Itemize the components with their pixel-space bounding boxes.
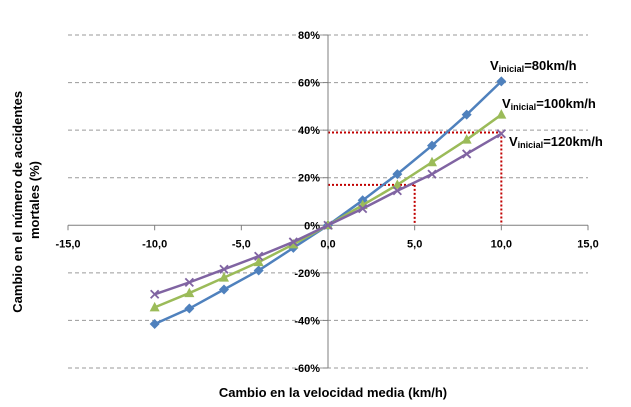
series-label-value: =100km/h (536, 96, 596, 111)
series-label-value: =120km/h (543, 134, 603, 149)
series-label-1: Vinicial=80km/h (490, 58, 577, 74)
data-point-x (462, 149, 472, 159)
data-point-triangle (496, 109, 507, 119)
series-label-2: Vinicial=100km/h (502, 96, 596, 112)
data-point-diamond (461, 109, 472, 120)
data-point-triangle (392, 179, 403, 189)
data-point-triangle (219, 272, 229, 282)
y-tick-label: 0% (304, 220, 320, 232)
x-tick-label: 5,0 (407, 238, 422, 250)
data-point-x (392, 186, 402, 196)
data-point-diamond (427, 140, 437, 151)
x-tick-label: -10,0 (142, 238, 167, 250)
y-tick-label: 80% (298, 30, 320, 42)
data-point-x-stroke (150, 289, 160, 299)
chart-axes (67, 34, 589, 369)
data-point-diamond (219, 284, 229, 295)
data-point-x (358, 203, 368, 214)
data-point-x-stroke (323, 220, 333, 230)
series-3 (150, 129, 506, 299)
x-tick-label: -15,0 (55, 238, 80, 250)
data-point-x (254, 251, 264, 261)
x-tick-label: 10,0 (491, 238, 512, 250)
data-point-diamond (253, 265, 264, 276)
y-axis-title-line-1: Cambio en el número de accidentes (10, 91, 25, 313)
data-point-x-stroke (462, 149, 472, 159)
x-axis-title: Cambio en la velocidad media (km/h) (219, 385, 447, 400)
data-point-x (288, 237, 298, 247)
data-point-triangle (184, 287, 195, 298)
data-point-x-stroke (358, 203, 368, 214)
y-tick-label: 40% (298, 125, 320, 137)
series-label-main: V (509, 134, 518, 149)
y-tick-label: -20% (294, 268, 320, 280)
data-point-triangle (288, 238, 299, 249)
data-point-diamond (184, 303, 195, 314)
x-tick-label: -5,0 (232, 238, 251, 250)
data-point-triangle (149, 301, 160, 312)
data-point-triangle (461, 134, 472, 144)
data-point-triangle (427, 156, 437, 167)
y-tick-label: 20% (298, 173, 320, 185)
data-point-x (150, 289, 160, 299)
data-point-x-stroke (288, 237, 298, 247)
data-point-x-stroke (184, 277, 194, 288)
series-label-value: =80km/h (524, 58, 576, 73)
y-tick-label: -60% (294, 363, 320, 375)
chart-series (149, 76, 507, 329)
data-point-x (427, 169, 437, 179)
x-tick-label: 0,0 (320, 238, 335, 250)
series-label-subscript: inicial (518, 140, 544, 150)
data-point-diamond (149, 318, 160, 329)
data-point-x (323, 220, 333, 230)
data-point-x-stroke (496, 129, 506, 139)
data-point-diamond (392, 169, 403, 180)
series-label-main: V (502, 96, 511, 111)
data-point-x-stroke (427, 169, 437, 179)
series-label-subscript: inicial (499, 64, 525, 74)
data-point-x (496, 129, 506, 139)
y-tick-label: -40% (294, 315, 320, 327)
y-tick-label: 60% (298, 78, 320, 90)
x-tick-label: 15,0 (577, 238, 598, 250)
x-axis-tick-labels: -15,0 -10,0 -5,0 0,0 5,0 10,0 15,0 (55, 238, 598, 250)
data-point-triangle (253, 256, 264, 267)
data-point-x-stroke (392, 186, 402, 196)
series-label-main: V (490, 58, 499, 73)
data-point-diamond (496, 76, 507, 87)
data-point-x (219, 264, 229, 274)
y-axis-tick-labels: -60% -40% -20% 0% 20% 40% 60% 80% (294, 30, 320, 375)
data-point-x-stroke (219, 264, 229, 274)
y-axis-title-line-2: mortales (%) (27, 161, 42, 239)
y-axis-title: Cambio en el número de accidentes mortal… (10, 87, 42, 312)
data-point-x-stroke (254, 251, 264, 261)
series-label-3: Vinicial=120km/h (509, 134, 603, 150)
series-label-subscript: inicial (511, 102, 537, 112)
series-labels: Vinicial=80km/hVinicial=100km/hVinicial=… (490, 58, 603, 150)
data-point-x (184, 277, 194, 288)
